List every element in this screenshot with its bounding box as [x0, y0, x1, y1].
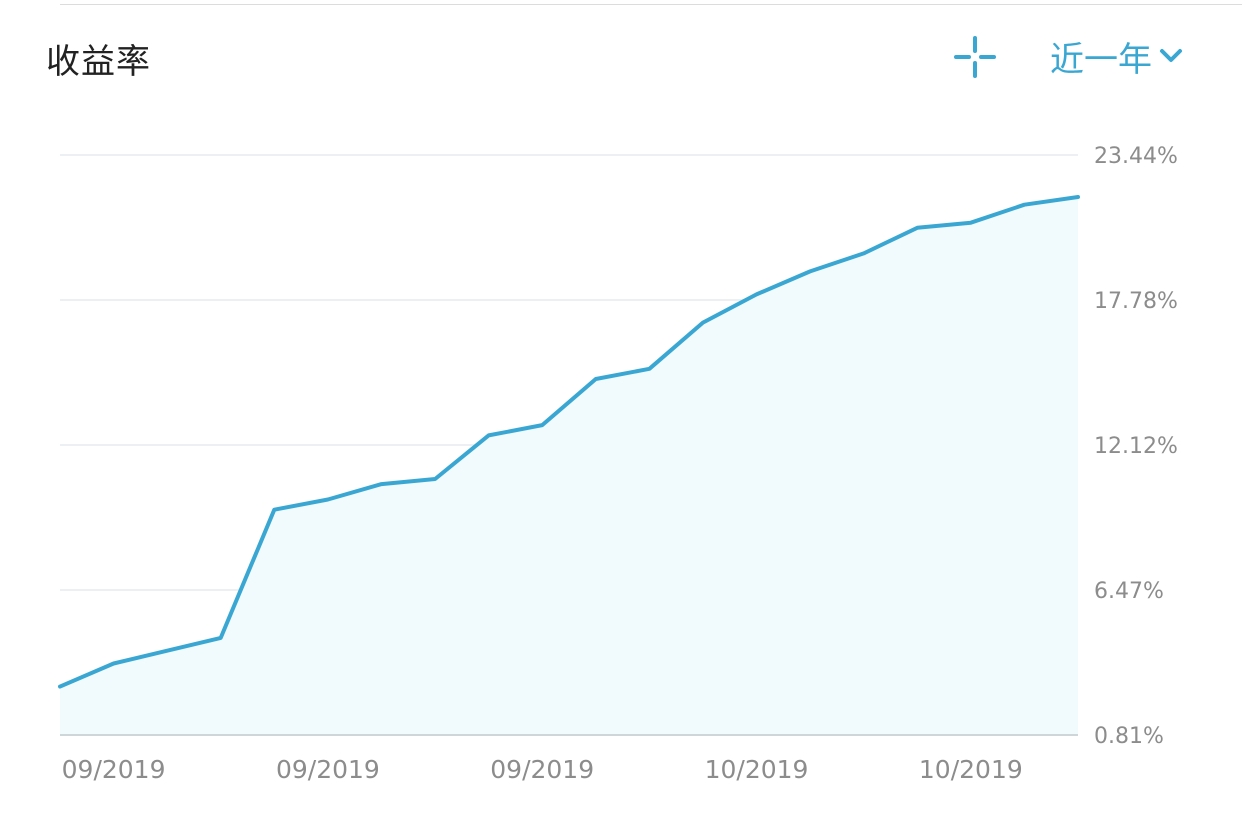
y-tick-label: 0.81%: [1094, 724, 1164, 749]
series-line: [58, 195, 1080, 689]
y-tick-label: 12.12%: [1094, 434, 1178, 459]
x-tick-label: 09/2019: [62, 755, 166, 784]
area-fill: [60, 197, 1078, 735]
time-range-dropdown[interactable]: 近一年: [1050, 34, 1184, 80]
crosshair-button[interactable]: [954, 36, 996, 78]
chevron-down-icon: [1160, 49, 1182, 62]
y-tick-label: 6.47%: [1094, 579, 1164, 604]
x-tick-label: 09/2019: [276, 755, 380, 784]
time-range-label: 近一年: [1050, 39, 1152, 80]
y-axis-ticks: 23.44% 17.78% 12.12% 6.47% 0.81%: [1094, 144, 1178, 749]
y-tick-label: 23.44%: [1094, 144, 1178, 169]
page-title: 收益率: [46, 42, 151, 82]
crosshair-icon: [954, 36, 996, 78]
x-axis-ticks: 09/2019 09/2019 09/2019 10/2019 10/2019: [62, 755, 1023, 784]
top-divider: [60, 4, 1242, 5]
x-tick-label: 10/2019: [705, 755, 809, 784]
y-tick-label: 17.78%: [1094, 289, 1178, 314]
x-tick-label: 10/2019: [919, 755, 1023, 784]
x-tick-label: 09/2019: [490, 755, 594, 784]
